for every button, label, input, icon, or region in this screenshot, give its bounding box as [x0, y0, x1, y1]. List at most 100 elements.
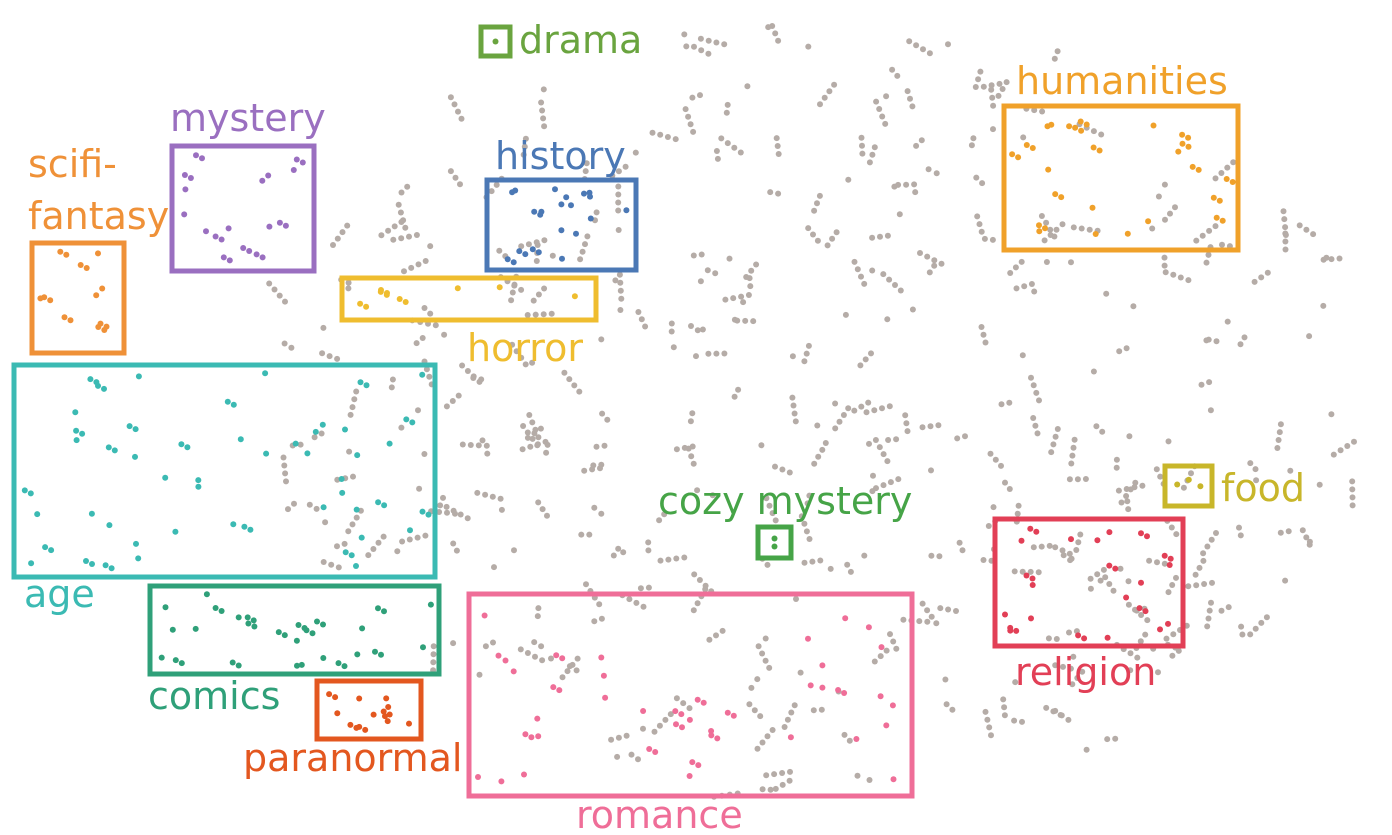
background-point — [1168, 524, 1175, 531]
background-point — [690, 252, 697, 259]
label-humanities: humanities — [1016, 59, 1228, 103]
background-point — [349, 404, 356, 411]
background-point — [887, 631, 893, 638]
background-point — [949, 706, 956, 713]
background-point — [586, 531, 593, 538]
cluster-point — [1144, 533, 1150, 540]
background-point — [651, 728, 658, 735]
background-point — [1218, 170, 1225, 176]
background-point — [698, 251, 705, 258]
background-point — [880, 451, 887, 458]
background-point — [1146, 557, 1153, 564]
background-point — [871, 144, 878, 151]
background-point — [415, 261, 422, 268]
background-point — [488, 188, 495, 195]
background-point — [1125, 506, 1132, 513]
background-point — [1208, 599, 1214, 606]
background-point — [698, 47, 705, 54]
background-point — [690, 128, 697, 135]
cluster-point — [370, 711, 377, 718]
background-point — [903, 181, 910, 188]
background-point — [1019, 718, 1025, 725]
background-point — [722, 296, 729, 303]
background-point — [924, 618, 931, 625]
background-point — [1069, 681, 1076, 688]
background-point — [539, 657, 546, 664]
background-point — [694, 327, 701, 334]
cluster-point — [559, 655, 566, 662]
background-point — [765, 24, 772, 31]
background-point — [596, 601, 603, 608]
background-point — [745, 292, 752, 298]
cluster-point — [534, 715, 541, 722]
background-point — [759, 650, 766, 657]
cluster-point — [1092, 231, 1099, 237]
background-point — [1028, 374, 1034, 381]
background-point — [1006, 399, 1013, 406]
background-point — [1104, 736, 1111, 743]
background-point — [1193, 582, 1200, 589]
cluster-point — [1007, 627, 1014, 634]
cluster-point — [522, 251, 529, 258]
cluster-point — [225, 225, 232, 232]
cluster-point — [229, 659, 236, 666]
cluster-point — [363, 382, 370, 389]
background-point — [656, 722, 663, 729]
background-point — [821, 94, 828, 101]
background-point — [814, 237, 821, 244]
background-point — [976, 221, 983, 228]
background-point — [1021, 283, 1028, 290]
background-point — [989, 236, 996, 243]
cluster-point — [819, 662, 826, 669]
background-point — [767, 786, 774, 793]
cluster-point — [1197, 483, 1204, 490]
cluster-point — [184, 444, 191, 451]
background-point — [350, 473, 356, 480]
cluster-point — [700, 699, 707, 706]
background-point — [687, 121, 694, 128]
cluster-point — [28, 560, 35, 567]
background-point — [859, 142, 865, 149]
background-point — [868, 350, 874, 357]
background-point — [266, 280, 273, 287]
cluster-point — [301, 625, 308, 631]
background-point — [398, 189, 405, 196]
background-point — [281, 462, 288, 469]
background-point — [508, 297, 515, 304]
background-point — [1060, 663, 1066, 670]
background-point — [483, 442, 490, 449]
cluster-point — [1223, 176, 1230, 182]
background-point — [388, 384, 395, 391]
background-point — [422, 532, 429, 539]
background-point — [832, 425, 839, 432]
background-point — [582, 241, 588, 248]
background-point — [489, 493, 496, 500]
cluster-point — [516, 248, 523, 255]
background-point — [525, 241, 532, 248]
cluster-point — [1029, 575, 1036, 582]
background-point — [601, 442, 608, 449]
background-point — [871, 658, 878, 665]
cluster-point — [419, 508, 426, 515]
background-point — [1225, 604, 1232, 611]
background-point — [884, 316, 891, 323]
cluster-point — [83, 558, 89, 564]
background-point — [791, 410, 798, 417]
background-point — [578, 531, 585, 538]
background-point — [909, 103, 916, 110]
background-point — [276, 292, 283, 299]
background-point — [885, 437, 892, 443]
background-point — [713, 148, 720, 154]
background-point — [509, 289, 516, 296]
background-point — [995, 92, 1002, 99]
background-point — [614, 753, 621, 760]
background-point — [704, 267, 711, 274]
background-point — [945, 41, 951, 48]
background-point — [482, 491, 489, 498]
cluster-point — [377, 288, 384, 295]
background-point — [801, 559, 808, 566]
background-point — [816, 192, 823, 199]
background-point — [880, 271, 887, 278]
background-point — [896, 211, 903, 218]
background-point — [1001, 712, 1008, 719]
